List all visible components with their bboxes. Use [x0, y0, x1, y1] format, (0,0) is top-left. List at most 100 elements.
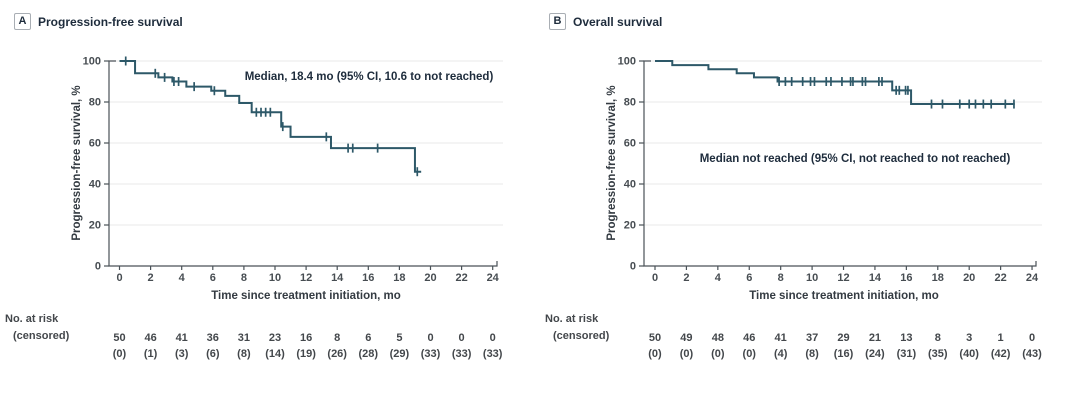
km-curve — [655, 60, 1015, 106]
x-tick-label: 0 — [652, 272, 658, 284]
y-tick-label: 60 — [89, 138, 101, 150]
panel-b-median-annotation: Median not reached (95% CI, not reached … — [699, 153, 1011, 165]
risk-count: 8 — [935, 332, 941, 344]
panel-a-title: Progression-free survival — [38, 14, 183, 29]
risk-count: 31 — [238, 332, 250, 344]
risk-count: 6 — [365, 332, 371, 344]
risk-count: 23 — [269, 332, 281, 344]
censored-count: (0) — [648, 348, 662, 360]
censored-count: (14) — [265, 348, 285, 360]
x-tick-label: 24 — [487, 272, 500, 284]
x-tick-label: 2 — [148, 272, 154, 284]
censored-count: (40) — [959, 348, 979, 360]
censored-count: (35) — [928, 348, 948, 360]
risk-count: 0 — [427, 332, 433, 344]
censored-count: (0) — [743, 348, 757, 360]
censored-count: (31) — [897, 348, 917, 360]
censored-count: (8) — [805, 348, 819, 360]
risk-count: 5 — [396, 332, 402, 344]
risk-count: 3 — [966, 332, 972, 344]
y-tick-label: 20 — [89, 220, 101, 232]
x-tick-label: 24 — [1026, 272, 1039, 284]
panel-b-header: B Overall survival — [549, 13, 662, 30]
x-tick-label: 4 — [715, 272, 722, 284]
y-tick-label: 80 — [89, 97, 101, 109]
panel-a-median-annotation: Median, 18.4 mo (95% CI, 10.6 to not rea… — [244, 71, 494, 83]
y-tick-label: 0 — [95, 261, 101, 273]
risk-count: 0 — [1029, 332, 1035, 344]
x-tick-label: 8 — [778, 272, 784, 284]
axis-frame — [108, 60, 498, 267]
risk-count: 1 — [998, 332, 1004, 344]
risk-count: 41 — [176, 332, 188, 344]
censored-count: (19) — [296, 348, 316, 360]
censored-count: (3) — [175, 348, 189, 360]
x-tick-label: 20 — [963, 272, 975, 284]
risk-count: 50 — [113, 332, 125, 344]
risk-count: 29 — [837, 332, 849, 344]
x-tick-label: 14 — [869, 272, 882, 284]
censored-count: (24) — [865, 348, 885, 360]
censored-count: (0) — [680, 348, 694, 360]
panel-a-at-risk-label: No. at risk — [5, 313, 59, 325]
x-tick-label: 4 — [179, 272, 186, 284]
y-tick-label: 0 — [630, 261, 636, 273]
risk-count: 49 — [680, 332, 692, 344]
y-tick-label: 100 — [618, 56, 636, 68]
panel-b-x-axis-label: Time since treatment initiation, mo — [749, 290, 939, 302]
censored-count: (16) — [834, 348, 854, 360]
censored-count: (43) — [1022, 348, 1042, 360]
risk-count: 46 — [144, 332, 156, 344]
panel-a-x-axis-label: Time since treatment initiation, mo — [211, 290, 401, 302]
x-tick-label: 18 — [393, 272, 405, 284]
censored-count: (33) — [421, 348, 441, 360]
risk-count: 48 — [712, 332, 724, 344]
x-tick-label: 8 — [241, 272, 247, 284]
panel-b-censored-label: (censored) — [553, 330, 610, 342]
x-tick-label: 22 — [455, 272, 467, 284]
censored-count: (0) — [113, 348, 127, 360]
x-tick-label: 12 — [300, 272, 312, 284]
x-tick-label: 6 — [210, 272, 216, 284]
censored-count: (4) — [774, 348, 788, 360]
censored-count: (29) — [390, 348, 410, 360]
y-tick-label: 20 — [624, 220, 636, 232]
y-tick-label: 80 — [624, 97, 636, 109]
risk-count: 16 — [300, 332, 312, 344]
panel-a-label: A — [14, 13, 31, 30]
censored-count: (28) — [359, 348, 379, 360]
x-tick-label: 18 — [932, 272, 944, 284]
x-tick-label: 10 — [269, 272, 281, 284]
risk-count: 13 — [900, 332, 912, 344]
censored-count: (0) — [711, 348, 725, 360]
km-curve — [119, 60, 422, 173]
censored-count: (6) — [206, 348, 220, 360]
risk-count: 0 — [459, 332, 465, 344]
panel-b-label: B — [549, 13, 566, 30]
risk-count: 0 — [490, 332, 496, 344]
panel-b-at-risk-label: No. at risk — [545, 313, 599, 325]
risk-count: 46 — [743, 332, 755, 344]
x-tick-label: 12 — [837, 272, 849, 284]
x-tick-label: 0 — [116, 272, 122, 284]
panel-b-title: Overall survival — [573, 14, 663, 29]
panel-a-y-axis-label: Progression-free survival, % — [71, 85, 83, 241]
risk-count: 37 — [806, 332, 818, 344]
y-tick-label: 40 — [624, 179, 636, 191]
x-tick-label: 10 — [806, 272, 818, 284]
risk-count: 21 — [869, 332, 881, 344]
censored-count: (42) — [991, 348, 1011, 360]
censored-count: (33) — [452, 348, 472, 360]
panel-b-y-axis-label: Progression-free survival, % — [606, 85, 618, 241]
censored-count: (26) — [327, 348, 347, 360]
x-tick-label: 6 — [746, 272, 752, 284]
censored-count: (33) — [483, 348, 503, 360]
panel-a-header: A Progression-free survival — [14, 13, 183, 30]
x-tick-label: 20 — [424, 272, 436, 284]
x-tick-label: 22 — [994, 272, 1006, 284]
censored-count: (1) — [144, 348, 158, 360]
